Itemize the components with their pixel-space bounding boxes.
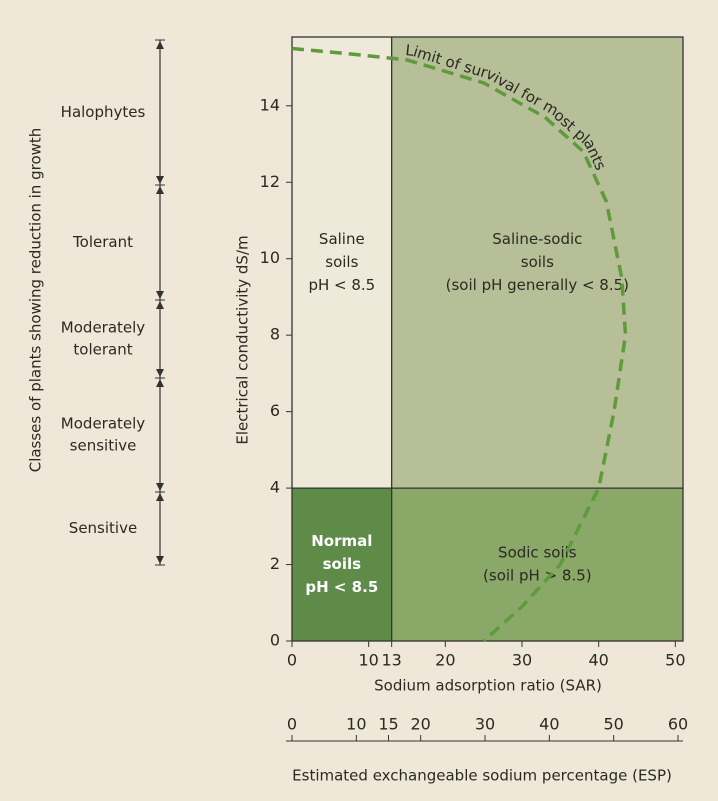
arrow-head bbox=[156, 41, 164, 49]
x-tick-label: 13 bbox=[381, 651, 401, 670]
region-label: Saline bbox=[319, 230, 365, 248]
arrow-head bbox=[156, 186, 164, 194]
arrow-head bbox=[156, 379, 164, 387]
x-tick-label: 40 bbox=[588, 651, 608, 670]
x2-tick-label: 0 bbox=[287, 715, 297, 734]
class-name: Moderately bbox=[61, 415, 146, 433]
class-name: Moderately bbox=[61, 319, 146, 337]
region bbox=[292, 37, 392, 489]
x2-tick-label: 50 bbox=[603, 715, 623, 734]
region-label: soils bbox=[323, 555, 362, 573]
y-tick-label: 10 bbox=[260, 248, 280, 267]
class-name: Halophytes bbox=[61, 103, 146, 121]
region-label: soils bbox=[521, 253, 554, 271]
arrow-head bbox=[156, 493, 164, 501]
region-label: Saline-sodic bbox=[492, 230, 582, 248]
class-name: sensitive bbox=[70, 437, 137, 455]
x2-tick-label: 20 bbox=[410, 715, 430, 734]
arrow-head bbox=[156, 176, 164, 184]
arrow-head bbox=[156, 291, 164, 299]
region-label: pH < 8.5 bbox=[305, 578, 378, 596]
classes-label: Classes of plants showing reduction in g… bbox=[27, 128, 45, 473]
x2-tick-label: 30 bbox=[475, 715, 495, 734]
region-label: Normal bbox=[311, 532, 372, 550]
arrow-head bbox=[156, 483, 164, 491]
region bbox=[391, 488, 683, 641]
arrow-head bbox=[156, 301, 164, 309]
region bbox=[292, 488, 392, 641]
y-tick-label: 6 bbox=[270, 401, 280, 420]
y-axis-label: Electrical conductivity dS/m bbox=[234, 235, 252, 444]
class-name: Sensitive bbox=[69, 519, 137, 537]
arrow-head bbox=[156, 556, 164, 564]
x-tick-label: 0 bbox=[287, 651, 297, 670]
x2-tick-label: 10 bbox=[346, 715, 366, 734]
region-label: pH < 8.5 bbox=[308, 276, 375, 294]
y-tick-label: 4 bbox=[270, 478, 280, 497]
plot-frame bbox=[291, 36, 684, 642]
x2-tick-label: 40 bbox=[539, 715, 559, 734]
region-label: soils bbox=[325, 253, 358, 271]
region-label: Sodic soils bbox=[498, 544, 577, 562]
y-tick-label: 12 bbox=[260, 172, 280, 191]
y-tick-label: 14 bbox=[260, 95, 280, 114]
y-tick-label: 8 bbox=[270, 325, 280, 344]
x2-tick-label: 60 bbox=[668, 715, 688, 734]
class-name: tolerant bbox=[73, 341, 132, 359]
region-label: (soil pH > 8.5) bbox=[483, 567, 592, 585]
class-name: Tolerant bbox=[72, 233, 133, 251]
region-label: (soil pH generally < 8.5) bbox=[446, 276, 629, 294]
x2-axis-label: Estimated exchangeable sodium percentage… bbox=[292, 767, 672, 785]
x2-tick-label: 15 bbox=[378, 715, 398, 734]
x-tick-label: 20 bbox=[435, 651, 455, 670]
x-tick-label: 50 bbox=[665, 651, 685, 670]
arrow-head bbox=[156, 369, 164, 377]
x-axis-label: Sodium adsorption ratio (SAR) bbox=[374, 677, 602, 695]
x-tick-label: 30 bbox=[512, 651, 532, 670]
x-tick-label: 10 bbox=[358, 651, 378, 670]
y-tick-label: 2 bbox=[270, 554, 280, 573]
y-tick-label: 0 bbox=[270, 631, 280, 650]
